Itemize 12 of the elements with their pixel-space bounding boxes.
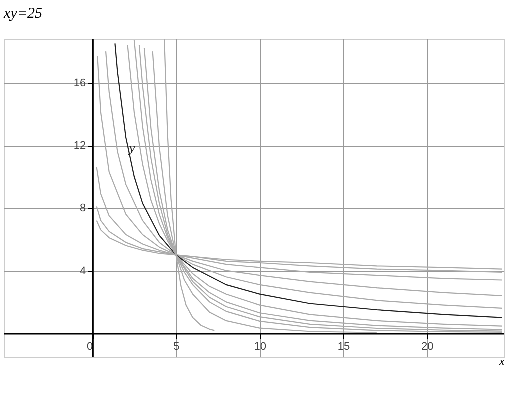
y-tick-label: 8 bbox=[80, 202, 86, 215]
y-tick-label: 12 bbox=[74, 140, 86, 152]
x-tick-label: 0 bbox=[87, 341, 94, 353]
y-tick-label: 4 bbox=[80, 265, 86, 278]
annotation: y bbox=[127, 140, 136, 156]
x-tick-label: 10 bbox=[254, 341, 266, 353]
y-tick-label: 16 bbox=[74, 77, 86, 90]
x-tick-label: 5 bbox=[174, 341, 180, 353]
chart-title: xy=25 bbox=[3, 6, 43, 22]
x-tick-label: 15 bbox=[338, 341, 350, 353]
x-axis-title: x bbox=[498, 356, 505, 368]
x-tick-label: 20 bbox=[421, 341, 434, 353]
